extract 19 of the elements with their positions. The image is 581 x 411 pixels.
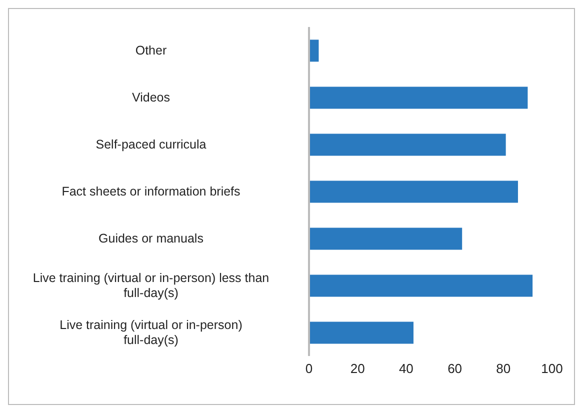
y-tick-label: Self-paced curricula [96,138,206,152]
bar [309,86,528,109]
y-tick-label: Videos [132,90,170,104]
y-tick-label: Fact sheets or information briefs [62,184,240,198]
bar [309,180,518,203]
bar [309,322,414,344]
bar [309,228,462,250]
bar [309,134,506,156]
x-tick-label: 20 [350,361,365,376]
x-tick-label: 0 [305,361,313,376]
y-tick-label: Live training (virtual or in-person) less than full-day(s) [32,271,270,300]
bar [309,274,533,297]
y-tick-label: Other [135,44,167,58]
x-tick-label: 100 [541,361,563,376]
x-tick-label: 60 [448,361,462,376]
x-tick-label: 40 [398,361,414,376]
y-tick-label: Guides or manuals [98,232,204,246]
y-tick-label: Live training (virtual or in-person) full-day(s) [60,318,242,347]
x-tick-label: 80 [496,361,511,376]
